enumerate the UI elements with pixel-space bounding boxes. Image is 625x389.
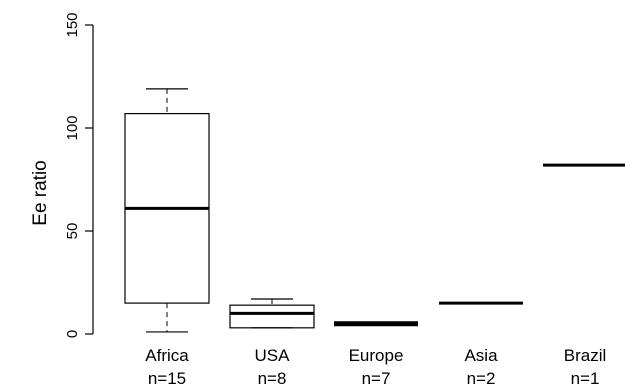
category-n-label: n=2 <box>467 369 496 388</box>
y-tick-label: 150 <box>64 12 81 37</box>
boxes <box>124 88 625 333</box>
box-usa <box>229 298 315 329</box>
category-n-label: n=7 <box>362 369 391 388</box>
category-label: Africa <box>145 346 189 365</box>
y-tick-label: 50 <box>64 223 81 240</box>
y-tick-label: 0 <box>64 330 81 338</box>
y-axis: 0 50 100 150 <box>64 12 94 338</box>
x-axis-labels: Africa n=15 USA n=8 Europe n=7 Asia n=2 Brazil n=… <box>145 346 606 388</box>
category-label: Brazil <box>564 346 607 365</box>
y-axis-title: Ee ratio <box>30 160 51 225</box>
category-label: Asia <box>464 346 498 365</box>
category-label: Europe <box>349 346 404 365</box>
box-africa <box>124 88 210 333</box>
category-n-label: n=8 <box>258 369 287 388</box>
iqr-box <box>229 304 315 329</box>
category-label: USA <box>255 346 291 365</box>
category-n-label: n=1 <box>571 369 600 388</box>
y-tick-label: 100 <box>64 115 81 140</box>
category-n-label: n=15 <box>148 369 186 388</box>
